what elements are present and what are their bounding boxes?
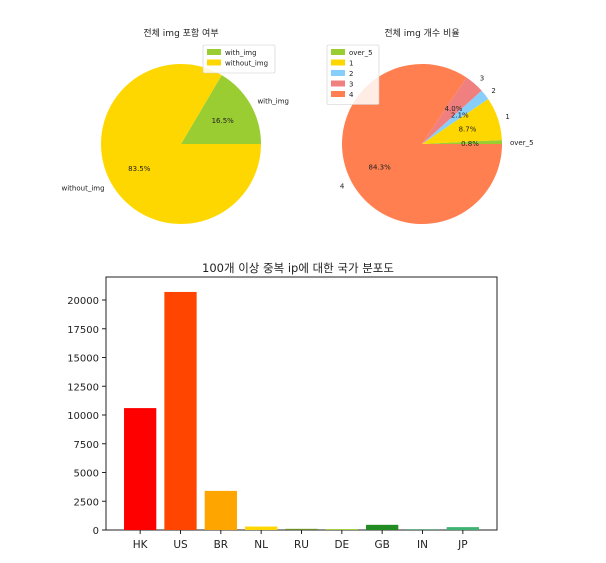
pie1-slice-without_img bbox=[101, 64, 261, 225]
y-tick-label-2500: 2500 bbox=[74, 497, 99, 508]
pie-chart-img-included: 전체 img 포함 여부 16.5% with_img 83.5% without_i… bbox=[62, 27, 289, 225]
pie2-pct-label-2: 2.1% bbox=[451, 111, 469, 119]
y-tick-label-15000: 15000 bbox=[67, 354, 99, 365]
bar-series bbox=[124, 291, 479, 530]
pie1-slice-label-without_img: without_img bbox=[62, 185, 105, 193]
x-tick-label-JP: JP bbox=[457, 539, 467, 551]
x-tick-label-GB: GB bbox=[374, 539, 389, 551]
pie1-pct-label-with_img: 16.5% bbox=[212, 117, 235, 125]
pie2-legend-label-1: 1 bbox=[349, 60, 353, 68]
x-tick-label-DE: DE bbox=[334, 539, 349, 551]
pie2-slice-4 bbox=[341, 63, 502, 225]
pie2-slices bbox=[341, 63, 502, 225]
pie2-legend-swatch-over_5 bbox=[331, 49, 345, 55]
bar-y-axis: 0 2500 5000 7500 10000 12500 15000 17500 20000 bbox=[67, 296, 106, 537]
bar-DE bbox=[325, 529, 358, 530]
bar-US bbox=[164, 291, 197, 530]
pie2-slice-label-4: 4 bbox=[340, 182, 345, 190]
pie1-slice-label-with_img: with_img bbox=[257, 97, 289, 105]
pie2-pct-label-1: 8.7% bbox=[459, 126, 477, 134]
pie1-labels: 16.5% with_img 83.5% without_img bbox=[62, 97, 289, 192]
pie2-legend: over_5 1 2 3 4 bbox=[326, 44, 380, 105]
pie1-slices bbox=[101, 64, 261, 225]
pie2-slice-label-3: 3 bbox=[480, 75, 484, 83]
pie2-slice-3 bbox=[422, 77, 482, 144]
bar-GB bbox=[366, 524, 399, 530]
pie1-legend-swatch-without_img bbox=[207, 59, 221, 66]
x-tick-label-HK: HK bbox=[133, 539, 149, 551]
pie2-slice-label-1: 1 bbox=[505, 113, 509, 121]
x-tick-label-NL: NL bbox=[254, 539, 268, 551]
y-tick-label-5000: 5000 bbox=[74, 469, 99, 480]
bar-RU bbox=[285, 528, 318, 530]
pie2-labels: 0.8% over_5 8.7% 1 2.1% 2 4.0% 3 84.3% 4 bbox=[340, 75, 534, 191]
pie2-legend-swatch-4 bbox=[331, 91, 345, 97]
pie2-slice-label-over_5: over_5 bbox=[510, 139, 534, 147]
pie2-legend-swatch-1 bbox=[331, 59, 345, 66]
pie1-pct-label-without_img: 83.5% bbox=[128, 165, 151, 173]
pie2-slice-1 bbox=[422, 98, 502, 144]
bar-JP bbox=[446, 527, 479, 530]
pie1-legend-label-with_img: with_img bbox=[225, 49, 257, 57]
y-tick-label-0: 0 bbox=[93, 526, 99, 537]
bar-chart-country-distribution: 100개 이상 중복 ip에 대한 국가 분포도 0 2500 5000 7500 10… bbox=[67, 261, 498, 551]
pie1-legend-label-without_img: without_img bbox=[225, 60, 268, 68]
pie2-slice-2 bbox=[422, 90, 489, 144]
pie2-pct-label-over_5: 0.8% bbox=[461, 140, 479, 148]
pie1-title: 전체 img 포함 여부 bbox=[143, 27, 218, 39]
x-tick-label-IN: IN bbox=[417, 539, 428, 551]
pie-chart-img-count-ratio: 전체 img 개수 비율 0.8% over_5 8.7% 1 2.1% 2 4.0% 3 84… bbox=[326, 28, 534, 225]
y-tick-label-20000: 20000 bbox=[67, 296, 99, 307]
y-tick-label-17500: 17500 bbox=[67, 325, 99, 336]
pie1-slice-with_img bbox=[181, 75, 261, 144]
pie2-legend-swatch-2 bbox=[331, 70, 345, 76]
x-tick-label-RU: RU bbox=[294, 539, 309, 551]
pie2-slice-over_5 bbox=[422, 139, 502, 144]
pie1-legend: with_img without_img bbox=[202, 44, 276, 74]
x-tick-label-US: US bbox=[173, 539, 188, 551]
bar-NL bbox=[245, 526, 278, 530]
bar-BR bbox=[204, 490, 237, 530]
bar-x-axis: HK US BR NL RU DE GB IN JP bbox=[133, 530, 468, 551]
pie2-legend-label-over_5: over_5 bbox=[349, 49, 373, 57]
pie2-legend-label-4: 4 bbox=[349, 91, 354, 99]
pie2-pct-label-4: 84.3% bbox=[369, 164, 392, 172]
bar-HK bbox=[124, 408, 157, 530]
y-tick-label-10000: 10000 bbox=[67, 411, 99, 422]
pie2-pct-label-3: 4.0% bbox=[445, 105, 463, 113]
pie2-title: 전체 img 개수 비율 bbox=[384, 28, 459, 39]
pie2-slice-label-2: 2 bbox=[491, 87, 495, 95]
bar-chart-title: 100개 이상 중복 ip에 대한 국가 분포도 bbox=[202, 261, 394, 275]
y-tick-label-7500: 7500 bbox=[74, 440, 99, 451]
bar-IN bbox=[406, 529, 439, 530]
x-tick-label-BR: BR bbox=[214, 539, 229, 551]
pie2-legend-label-2: 2 bbox=[349, 70, 353, 78]
y-tick-label-12500: 12500 bbox=[67, 382, 99, 393]
pie1-legend-swatch-with_img bbox=[207, 49, 221, 55]
pie2-legend-label-3: 3 bbox=[349, 81, 353, 89]
pie2-legend-swatch-3 bbox=[331, 80, 345, 87]
